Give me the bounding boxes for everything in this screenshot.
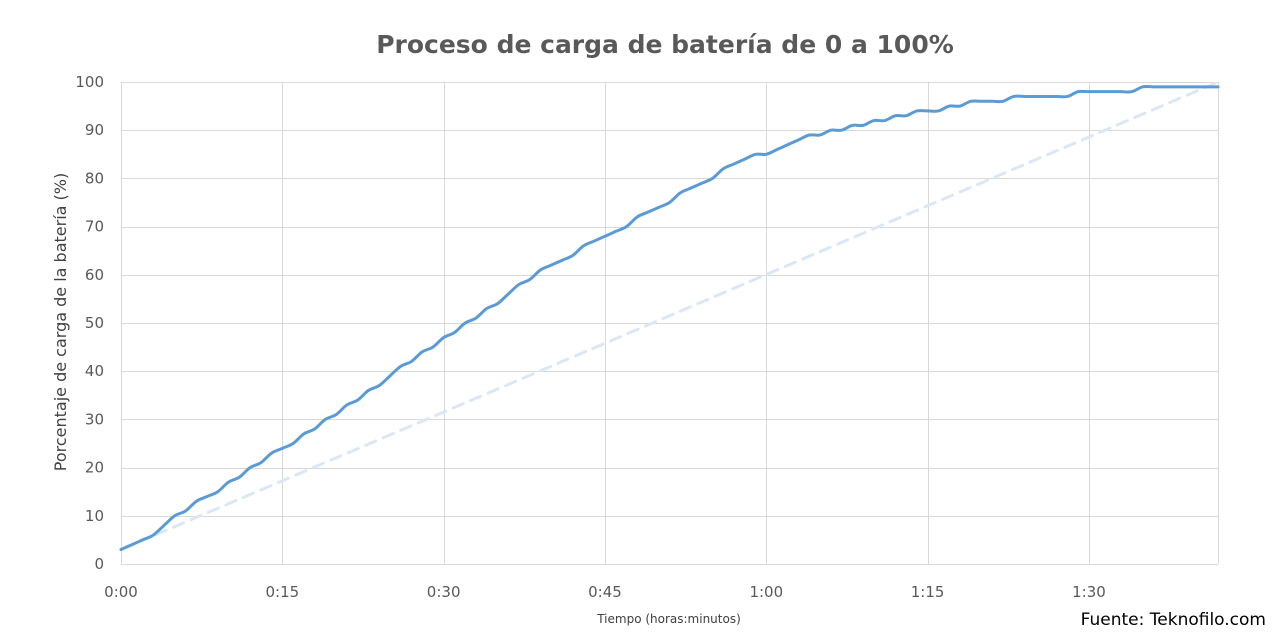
y-axis-label: Porcentaje de carga de la batería (%) — [51, 173, 70, 471]
y-tick-label: 10 — [85, 507, 104, 525]
x-axis-ticks: 0:00 0:15 0:30 0:45 1:00 1:15 1:30 — [104, 583, 1106, 601]
x-tick-label: 0:00 — [104, 583, 138, 601]
x-tick-label: 0:15 — [265, 583, 299, 601]
x-tick-label: 0:45 — [588, 583, 622, 601]
y-tick-label: 60 — [85, 266, 104, 284]
chart-title: Proceso de carga de batería de 0 a 100% — [376, 30, 954, 59]
y-tick-label: 100 — [75, 73, 104, 91]
x-tick-label: 0:30 — [427, 583, 461, 601]
x-tick-label: 1:15 — [911, 583, 945, 601]
y-tick-label: 30 — [85, 410, 104, 428]
series-layer — [119, 80, 1220, 552]
y-tick-label: 50 — [85, 314, 104, 332]
y-tick-label: 80 — [85, 169, 104, 187]
series-line-reference — [119, 80, 1220, 552]
source-credit: Fuente: Teknofilo.com — [1081, 610, 1266, 630]
y-tick-label: 0 — [94, 555, 104, 573]
y-tick-label: 20 — [85, 459, 104, 477]
series-line-charge — [119, 84, 1220, 552]
x-tick-label: 1:30 — [1072, 583, 1106, 601]
y-tick-label: 90 — [85, 121, 104, 139]
y-axis-ticks: 0 10 20 30 40 50 60 70 80 90 100 — [75, 73, 104, 573]
x-tick-label: 1:00 — [749, 583, 783, 601]
y-tick-label: 40 — [85, 362, 104, 380]
y-tick-label: 70 — [85, 218, 104, 236]
x-axis-label: Tiempo (horas:minutos) — [596, 612, 741, 626]
grid — [121, 82, 1219, 565]
